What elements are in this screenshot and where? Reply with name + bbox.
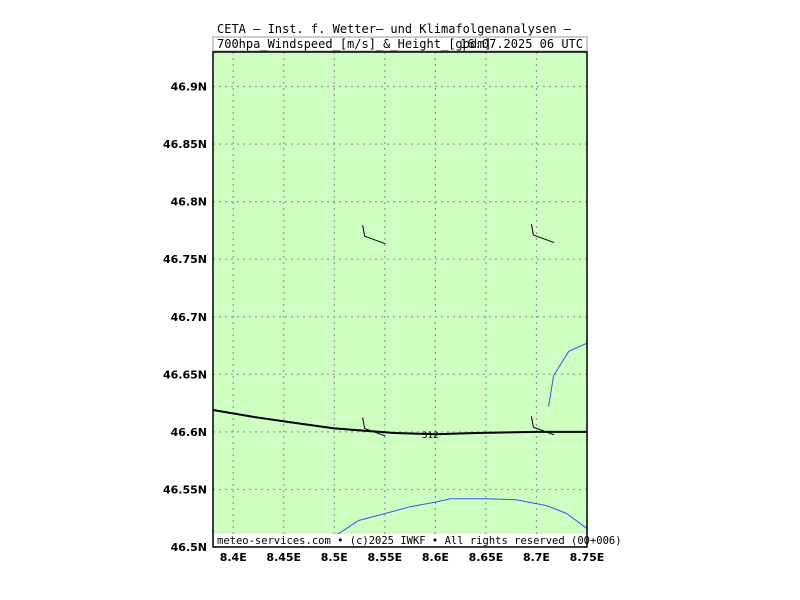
map-background [213,52,587,547]
lon-tick-label-2: 8.5E [321,551,348,564]
lon-tick-label-1: 8.45E [266,551,301,564]
wind-barb-staff-2 [364,427,386,437]
lat-tick-label-2: 46.6N [171,426,207,439]
map-frame [212,51,588,548]
lat-tick-label-3: 46.65N [163,368,207,381]
header-valid-time: 16.07.2025 06 UTC [460,37,583,51]
lat-tick-label-1: 46.55N [163,483,207,496]
lon-tick-label-0: 8.4E [220,551,247,564]
wind-barb-3 [530,416,555,436]
wind-barbs [362,223,555,437]
lon-tick-label-4: 8.6E [422,551,449,564]
boundary-lines [300,342,588,548]
header-box [212,36,588,52]
lat-tick-label-6: 46.8N [171,196,207,209]
lat-tick-label-7: 46.85N [163,138,207,151]
boundary-line-1 [548,342,588,407]
height-contour-label: 312 [422,431,439,441]
height-contour-line [212,409,587,436]
latitude-ticks: 46.5N 46.55N 46.6N 46.65N 46.7N 46.75N 46.8N 46… [163,81,207,554]
wind-barb-0 [362,225,386,245]
lat-tick-label-0: 46.5N [171,541,207,554]
wind-barb-flag-0 [362,225,366,237]
height-contours: 312 [212,409,587,441]
wind-barb-staff-3 [533,426,555,436]
wind-barb-staff-1 [533,234,555,244]
header-line-1: CETA – Inst. f. Wetter– und Klimafolgena… [217,22,572,36]
wind-barb-flag-1 [530,223,534,236]
wind-barb-staff-0 [364,235,386,245]
footer-credit: meteo-services.com • (c)2025 IWKF • All … [217,535,622,547]
footer-box [214,534,586,546]
wind-barb-2 [362,417,386,437]
lat-tick-label-5: 46.75N [163,253,207,266]
grid-lines [213,52,587,547]
lat-tick-label-8: 46.9N [171,81,207,94]
lon-tick-label-3: 8.55E [368,551,403,564]
lon-tick-label-6: 8.7E [523,551,550,564]
header-line-2: 700hpa_Windspeed_[m/s]_&_Height_[gpdm] [217,37,492,51]
lon-tick-label-5: 8.65E [469,551,504,564]
wind-barb-flag-3 [530,416,534,428]
longitude-ticks: 8.4E 8.45E 8.5E 8.55E 8.6E 8.65E 8.7E 8.75E [220,551,605,564]
wind-barb-1 [530,223,555,244]
wind-barb-flag-2 [362,417,366,429]
lon-tick-label-7: 8.75E [570,551,605,564]
lat-tick-label-4: 46.7N [171,311,207,324]
boundary-line-0 [300,498,588,548]
